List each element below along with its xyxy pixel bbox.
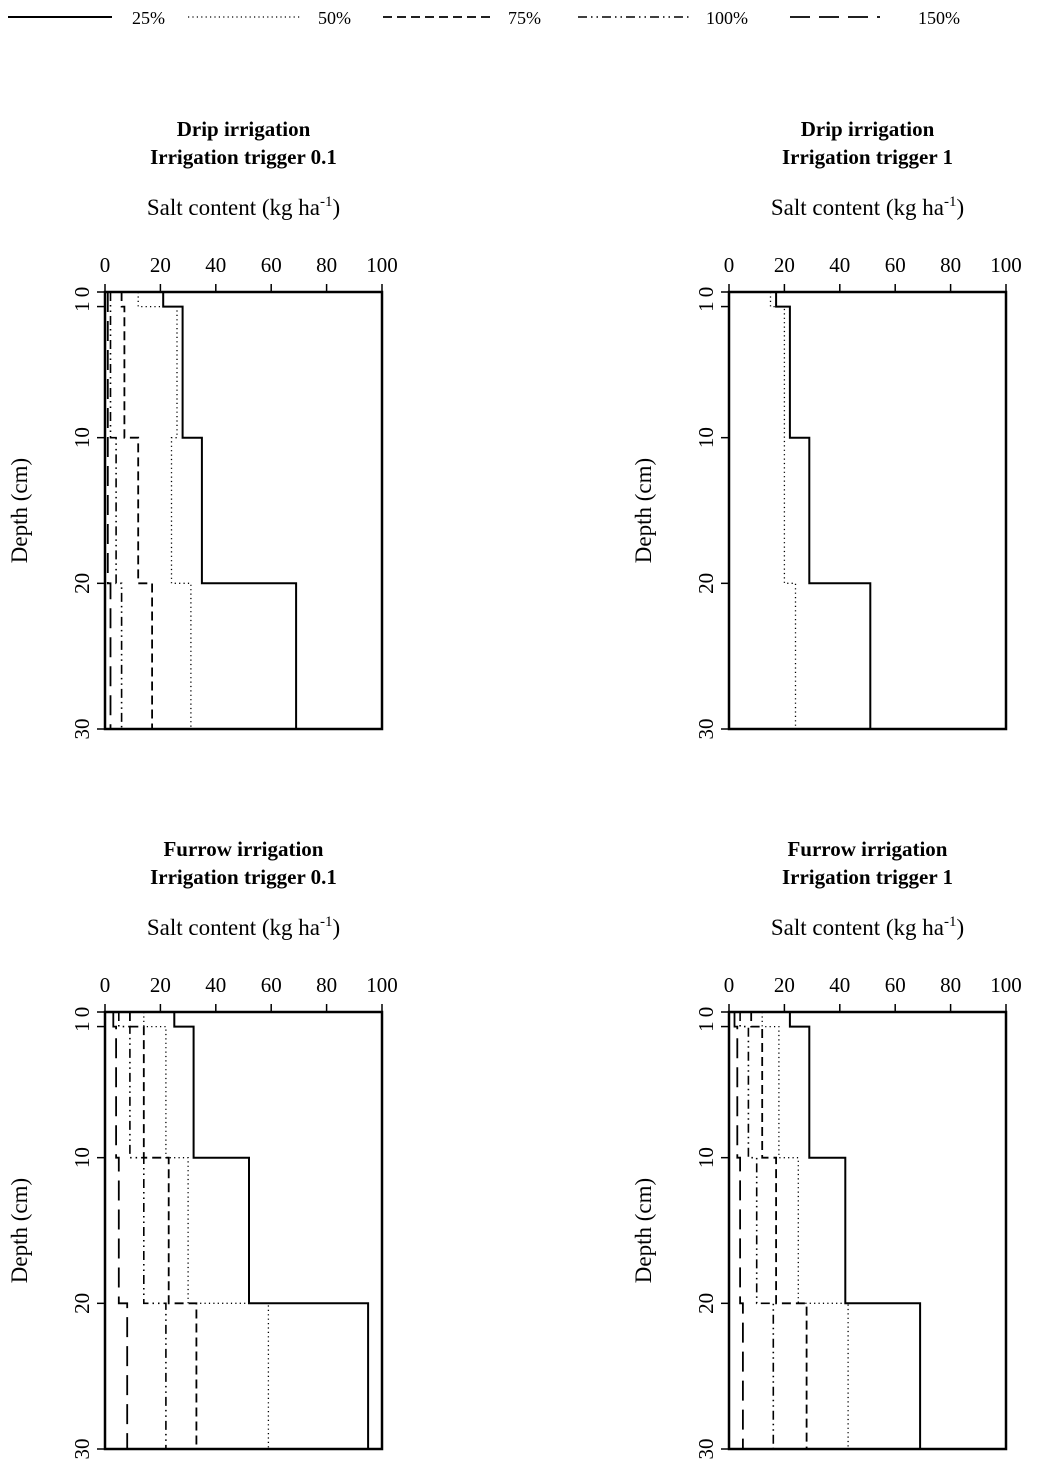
y-tick-label: 0 bbox=[694, 1007, 718, 1018]
chart-panel: Furrow irrigation Irrigation trigger 0.1 S… bbox=[7, 837, 398, 1460]
plot-frame bbox=[103, 1010, 384, 1451]
y-axis-label: Depth (cm) bbox=[631, 1178, 656, 1283]
legend: 25% 50% 75% 100% 150% bbox=[8, 8, 960, 28]
y-tick-label: 1 bbox=[694, 301, 718, 312]
x-tick-label: 60 bbox=[261, 253, 282, 277]
y-tick-label: 10 bbox=[70, 427, 94, 448]
legend-item: 150% bbox=[790, 8, 960, 28]
y-tick-label: 20 bbox=[70, 573, 94, 594]
x-tick-label: 100 bbox=[990, 253, 1022, 277]
plot-frame bbox=[103, 290, 384, 731]
y-tick-label: 10 bbox=[694, 1147, 718, 1168]
y-tick-label: 1 bbox=[694, 1021, 718, 1032]
y-tick-label: 10 bbox=[70, 1147, 94, 1168]
series-line bbox=[109, 292, 123, 729]
y-tick-label: 1 bbox=[70, 301, 94, 312]
series-line bbox=[775, 292, 872, 729]
y-tick-label: 30 bbox=[70, 719, 94, 740]
x-tick-label: 60 bbox=[261, 973, 282, 997]
x-tick-label: 100 bbox=[990, 973, 1022, 997]
series-line bbox=[143, 1012, 270, 1449]
chart-title: Furrow irrigation bbox=[787, 837, 947, 861]
y-tick-label: 30 bbox=[70, 1439, 94, 1460]
chart-title: Irrigation trigger 0.1 bbox=[150, 145, 337, 169]
chart-panel: Furrow irrigation Irrigation trigger 1 Sal… bbox=[631, 837, 1022, 1460]
series-line bbox=[118, 1012, 167, 1449]
chart-title: Drip irrigation bbox=[177, 117, 311, 141]
y-tick-label: 30 bbox=[694, 1439, 718, 1460]
legend-label: 25% bbox=[132, 8, 165, 28]
chart-panel: Drip irrigation Irrigation trigger 1 Salt … bbox=[631, 117, 1022, 740]
x-tick-label: 80 bbox=[316, 973, 337, 997]
y-tick-label: 20 bbox=[694, 573, 718, 594]
series-line bbox=[761, 1012, 849, 1449]
legend-item: 25% bbox=[8, 8, 165, 28]
x-tick-label: 40 bbox=[829, 973, 850, 997]
series-line bbox=[173, 1012, 370, 1449]
x-tick-label: 80 bbox=[940, 973, 961, 997]
series-line bbox=[128, 1012, 198, 1449]
series-line bbox=[733, 1012, 744, 1449]
x-tick-label: 20 bbox=[774, 973, 795, 997]
legend-label: 150% bbox=[918, 8, 960, 28]
series-line bbox=[162, 292, 298, 729]
chart-title: Irrigation trigger 0.1 bbox=[150, 865, 337, 889]
y-axis-label: Depth (cm) bbox=[631, 458, 656, 563]
legend-item: 75% bbox=[383, 8, 541, 28]
x-tick-label: 60 bbox=[885, 973, 906, 997]
y-tick-label: 0 bbox=[70, 287, 94, 298]
y-tick-label: 10 bbox=[694, 427, 718, 448]
legend-label: 75% bbox=[508, 8, 541, 28]
chart-title: Drip irrigation bbox=[801, 117, 935, 141]
y-tick-label: 30 bbox=[694, 719, 718, 740]
x-axis-label: Salt content (kg ha-1) bbox=[147, 914, 340, 940]
x-tick-label: 0 bbox=[724, 253, 735, 277]
x-tick-label: 40 bbox=[205, 253, 226, 277]
y-tick-label: 0 bbox=[694, 287, 718, 298]
x-tick-label: 20 bbox=[774, 253, 795, 277]
legend-item: 100% bbox=[578, 8, 748, 28]
series-line bbox=[788, 1012, 922, 1449]
chart-panel: Drip irrigation Irrigation trigger 0.1 Sal… bbox=[7, 117, 398, 740]
series-line bbox=[750, 1012, 808, 1449]
x-axis-label: Salt content (kg ha-1) bbox=[147, 194, 340, 220]
y-tick-label: 0 bbox=[70, 1007, 94, 1018]
x-tick-label: 100 bbox=[366, 253, 398, 277]
x-tick-label: 20 bbox=[150, 973, 171, 997]
plot-frame bbox=[727, 1010, 1008, 1451]
chart-title: Furrow irrigation bbox=[163, 837, 323, 861]
y-axis-label: Depth (cm) bbox=[7, 1178, 32, 1283]
y-tick-label: 20 bbox=[694, 1293, 718, 1314]
y-axis-label: Depth (cm) bbox=[7, 458, 32, 563]
x-tick-label: 60 bbox=[885, 253, 906, 277]
series-line bbox=[120, 292, 154, 729]
x-tick-label: 40 bbox=[829, 253, 850, 277]
legend-label: 100% bbox=[706, 8, 748, 28]
series-line bbox=[739, 1012, 775, 1449]
plot-frame bbox=[727, 290, 1008, 731]
panels: Drip irrigation Irrigation trigger 0.1 Sal… bbox=[7, 117, 1022, 1460]
series-line bbox=[106, 292, 112, 729]
x-tick-label: 0 bbox=[724, 973, 735, 997]
chart-title: Irrigation trigger 1 bbox=[782, 865, 953, 889]
x-tick-label: 80 bbox=[940, 253, 961, 277]
x-tick-label: 80 bbox=[316, 253, 337, 277]
series-line bbox=[769, 292, 797, 729]
x-tick-label: 0 bbox=[100, 973, 111, 997]
y-tick-label: 20 bbox=[70, 1293, 94, 1314]
y-tick-label: 1 bbox=[70, 1021, 94, 1032]
legend-item: 50% bbox=[188, 8, 351, 28]
x-tick-label: 20 bbox=[150, 253, 171, 277]
x-tick-label: 100 bbox=[366, 973, 398, 997]
x-axis-label: Salt content (kg ha-1) bbox=[771, 914, 964, 940]
series-line bbox=[112, 1012, 129, 1449]
x-axis-label: Salt content (kg ha-1) bbox=[771, 194, 964, 220]
x-tick-label: 40 bbox=[205, 973, 226, 997]
chart-title: Irrigation trigger 1 bbox=[782, 145, 953, 169]
legend-label: 50% bbox=[318, 8, 351, 28]
x-tick-label: 0 bbox=[100, 253, 111, 277]
